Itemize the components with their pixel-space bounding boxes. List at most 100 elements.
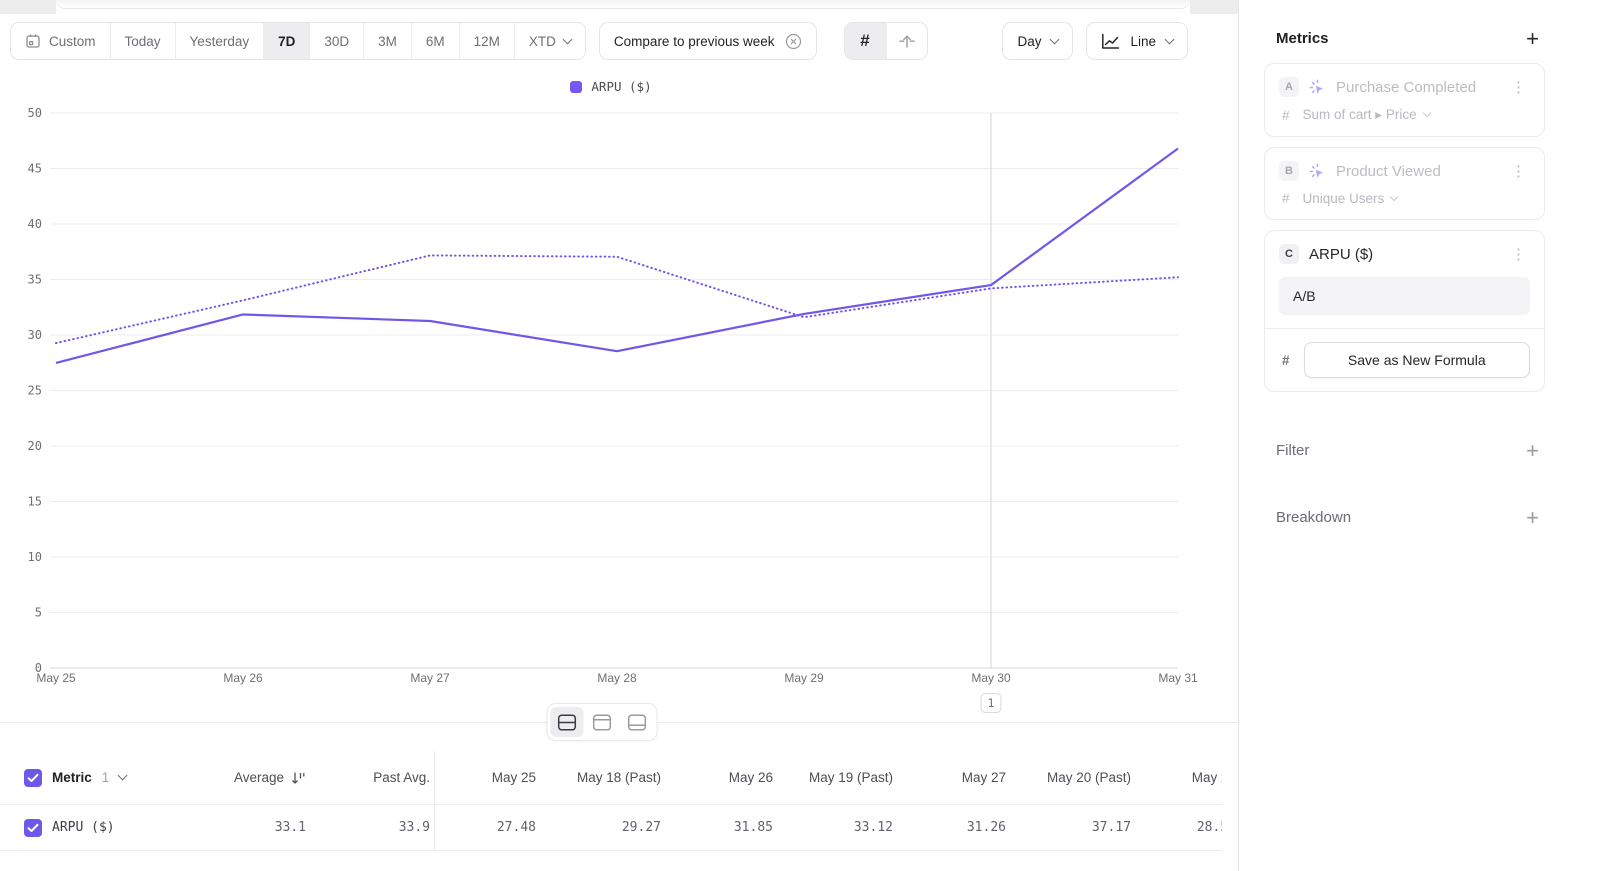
annotation-badge[interactable]: 1 [980,693,1002,713]
line-chart: ARPU ($) 0 5 10 15 20 25 30 35 40 45 50 May 25 May … [0,63,1238,713]
metric-card-b: B Product Viewed ⋮ # Unique Users [1264,147,1545,220]
measure-select-a[interactable]: Sum of cart ▸ Price [1303,107,1431,123]
table-row: ARPU ($) 33.1 33.9 27.48 29.27 31.85 33.12 31.2… [0,805,1222,851]
show-values-toggle[interactable]: # [844,23,886,59]
value-cell: 33.9 [310,805,435,850]
measure-select-b[interactable]: Unique Users [1303,191,1399,206]
column-header-may-27: May 27 [961,770,1006,785]
date-range-yesterday[interactable]: Yesterday [174,23,264,59]
chevron-down-icon [1164,34,1175,44]
column-header-may-20-past-: May 20 (Past) [1046,770,1131,785]
date-range-selector: Custom Today Yesterday 7D 30D 3M 6M 12M XTD [10,22,586,60]
x-axis-label: May 27 [410,671,450,685]
metric-name-c[interactable]: ARPU ($) [1309,245,1374,263]
metrics-header: Metrics [1276,30,1329,47]
date-range-today[interactable]: Today [109,23,175,59]
row-checkbox[interactable] [24,818,42,837]
calendar-icon [25,33,41,49]
formula-hash-icon: # [1282,352,1290,368]
metrics-section-header: Metrics + [1264,25,1545,51]
value-cell: 31.26 [966,820,1006,835]
y-tick-label: 35 [28,273,42,287]
value-cell: 33.12 [853,820,893,835]
layout-toggle-row [0,695,1238,751]
value-cell: 27.48 [496,820,536,835]
table-header-row: Metric 1 Average Past Avg. May 25 May 18 (Pas… [0,751,1222,805]
add-filter-button[interactable]: + [1526,437,1539,463]
line-chart-icon [1101,33,1120,50]
formula-input[interactable]: A/B [1279,277,1530,315]
chart-type-value: Line [1130,33,1156,49]
chevron-down-icon [1422,108,1431,118]
y-tick-label: 5 [35,606,42,620]
x-axis-label: May 26 [223,671,263,685]
chart-legend: ARPU ($) [0,79,1222,94]
legend-swatch [570,80,583,93]
y-tick-label: 25 [28,384,42,398]
metric-card-c: C ARPU ($) ⋮ A/B # Save as New Formula [1264,230,1545,392]
value-cell: 33.1 [274,820,306,835]
metric-menu-button[interactable]: ⋮ [1511,162,1526,180]
column-header-past-avg-: Past Avg. [310,751,435,804]
layout-toggle [546,703,658,741]
annotations-toggle[interactable] [885,23,927,59]
chart-plot: 0 5 10 15 20 25 30 35 40 45 50 [28,106,1179,675]
metric-name-a[interactable]: Purchase Completed [1336,78,1477,96]
table-body: ARPU ($) 33.1 33.9 27.48 29.27 31.85 33.12 31.2… [0,805,1222,851]
add-metric-button[interactable]: + [1526,25,1539,51]
date-range-6m[interactable]: 6M [410,23,459,59]
card-divider [1265,328,1544,329]
add-breakdown-button[interactable]: + [1526,504,1539,530]
column-header-average[interactable]: Average [225,751,310,804]
chart-type-dropdown[interactable]: Line [1086,22,1188,60]
filter-section-header: Filter + [1264,437,1545,463]
breakdown-header: Breakdown [1276,509,1352,526]
metric-card-a: A Purchase Completed ⋮ # Sum of cart ▸ P… [1264,63,1545,137]
metric-name-b[interactable]: Product Viewed [1336,162,1441,180]
chevron-down-icon [1390,192,1399,201]
metric-badge-c: C [1279,244,1299,264]
legend-label: ARPU ($) [591,79,652,94]
chart-panel: Custom Today Yesterday 7D 30D 3M 6M 12M XTD Comp… [0,0,1238,851]
value-cell: 31.85 [733,820,773,835]
date-range-30d[interactable]: 30D [309,23,364,59]
date-range-custom[interactable]: Custom [11,23,110,59]
metric-row-cell: ARPU ($) [0,805,225,850]
row-checkbox[interactable] [24,768,42,787]
date-range-7d[interactable]: 7D [263,23,310,59]
hash-icon: # [860,31,870,50]
sort-icon[interactable] [291,771,306,785]
date-range-12m[interactable]: 12M [458,23,514,59]
date-range-3m[interactable]: 3M [363,23,411,59]
x-axis-label: May 29 [784,671,824,685]
layout-chart-only-button[interactable] [586,707,619,737]
event-spark-icon [1309,79,1326,96]
granularity-dropdown[interactable]: Day [1002,22,1074,60]
chevron-down-icon [1050,34,1060,44]
column-header-may-25: May 25 [491,770,536,785]
layout-table-only-button[interactable] [621,707,654,737]
filter-header: Filter [1276,442,1310,459]
layout-split-button[interactable] [550,707,584,737]
y-tick-label: 40 [28,217,42,231]
series-line-previous [55,254,1179,345]
value-cell: 37.17 [1091,820,1131,835]
series-line-current [55,147,1179,365]
y-tick-label: 10 [28,550,42,564]
metric-menu-button[interactable]: ⋮ [1511,78,1526,96]
column-header-may-28: May 28 [1191,770,1222,785]
metric-count: 1 [101,770,110,785]
remove-compare-icon[interactable] [785,33,802,50]
metric-header-cell: Metric 1 [0,751,225,804]
granularity-value: Day [1017,33,1042,49]
metric-menu-button[interactable]: ⋮ [1511,245,1526,263]
date-range-xtd[interactable]: XTD [513,23,585,59]
metric-badge-b: B [1279,161,1299,181]
save-as-new-formula-button[interactable]: Save as New Formula [1303,342,1530,378]
chevron-down-icon[interactable] [117,770,128,781]
annotation-flag-icon [898,32,916,50]
value-cell: 29.27 [621,820,661,835]
compare-chip[interactable]: Compare to previous week [598,22,817,60]
measure-hash-icon: # [1282,107,1290,123]
column-header-may-19-past-: May 19 (Past) [808,770,893,785]
